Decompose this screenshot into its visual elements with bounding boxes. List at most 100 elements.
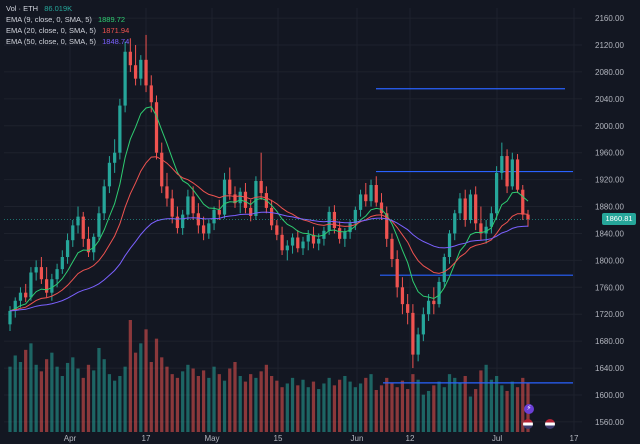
volume-bar [484,364,488,432]
candle-body [489,213,493,227]
volume-bar [222,380,227,432]
candle-body [222,179,227,215]
us-flag-event-icon-2[interactable] [545,419,555,429]
ema-20-legend[interactable]: EMA (20, close, 0, SMA, 5) 1871.94 [6,25,129,36]
volume-bar [8,366,12,432]
volume-bar [71,357,75,432]
candle-body [34,267,38,273]
volume-bar [154,338,159,432]
volume-bar [343,376,347,432]
volume-bar [18,362,23,432]
volume-bar [191,368,195,432]
candle-body [463,198,467,220]
volume-legend-value: 86.019K [44,4,73,13]
ema-20-label: EMA (20, close, 0, SMA, 5) [6,26,97,35]
candle-body [301,241,305,249]
candle-body [181,214,185,229]
volume-bar [306,387,310,432]
candle-body [107,162,112,187]
volume-bar [186,364,190,432]
y-tick-label: 1720.00 [595,310,624,319]
ema-9-line [9,106,529,312]
volume-bar [411,374,415,432]
candle-body [442,257,446,282]
ema-50-legend[interactable]: EMA (50, close, 0, SMA, 5) 1848.74 [6,36,129,47]
candle-body [196,213,200,226]
candle-body [515,159,520,190]
x-tick-label: May [204,434,219,443]
ema-9-legend[interactable]: EMA (9, close, 0, SMA, 5) 1889.72 [6,14,129,25]
volume-bar [201,370,206,432]
volume-bar [228,368,232,432]
candle-body [421,314,425,335]
y-tick-label: 1880.00 [595,203,624,212]
candle-body [113,152,117,163]
candle-body [243,191,248,208]
candle-body [65,240,70,258]
volume-bar [181,371,185,432]
candle-body [379,202,384,214]
volume-bar [437,381,441,432]
candle-body [369,185,373,202]
x-tick-label: Jul [492,434,502,443]
candle-body [269,207,274,226]
volume-bar [474,389,478,432]
candle-body [212,209,216,224]
volume-bar [139,343,143,432]
candle-body [453,213,457,234]
volume-bar [60,376,64,432]
candle-body [474,194,478,224]
candle-body [8,310,12,325]
volume-bar [243,381,248,432]
volume-bar [494,376,499,432]
volume-bar [149,362,153,432]
candle-body [45,279,49,293]
candle-body [343,232,347,239]
volume-bar [385,377,389,432]
us-flag-event-icon[interactable] [523,419,533,429]
candle-body [275,225,279,235]
candle-body [24,292,28,298]
volume-legend[interactable]: Vol · ETH 86.019K [6,3,129,14]
flash-event-icon[interactable]: ⚡ [524,404,534,414]
volume-bar [217,374,221,432]
candle-body [390,238,394,260]
volume-bar [128,320,132,432]
volume-bar [29,343,33,432]
candle-body [364,194,368,202]
candle-body [29,272,33,298]
candle-body [128,51,132,66]
y-tick-label: 2160.00 [595,14,624,23]
ema-50-label: EMA (50, close, 0, SMA, 5) [6,37,97,46]
x-tick-label: 12 [406,434,415,443]
volume-bar [379,385,384,432]
ema-20-line [9,156,529,312]
volume-bar [264,364,269,432]
volume-bar [254,377,258,432]
candle-body [76,216,80,226]
candle-body [81,216,85,239]
candle-body [149,85,153,103]
volume-legend-label: Vol · ETH [6,4,39,13]
y-tick-label: 1560.00 [595,418,624,427]
volume-bar [515,387,520,432]
volume-bar [353,387,357,432]
candle-body [338,228,342,239]
volume-bar [369,374,373,432]
candle-body [170,198,174,217]
y-tick-label: 1760.00 [595,283,624,292]
volume-bar [447,374,452,432]
y-tick-label: 1640.00 [595,364,624,373]
candle-body [358,194,363,210]
volume-bar [118,376,122,432]
candle-body [254,180,258,216]
y-tick-label: 1840.00 [595,229,624,238]
candle-body [468,194,473,220]
candle-body [385,213,389,239]
volume-bar [322,383,326,432]
candle-body [238,191,242,204]
candle-body [133,65,138,79]
y-tick-label: 1960.00 [595,149,624,158]
